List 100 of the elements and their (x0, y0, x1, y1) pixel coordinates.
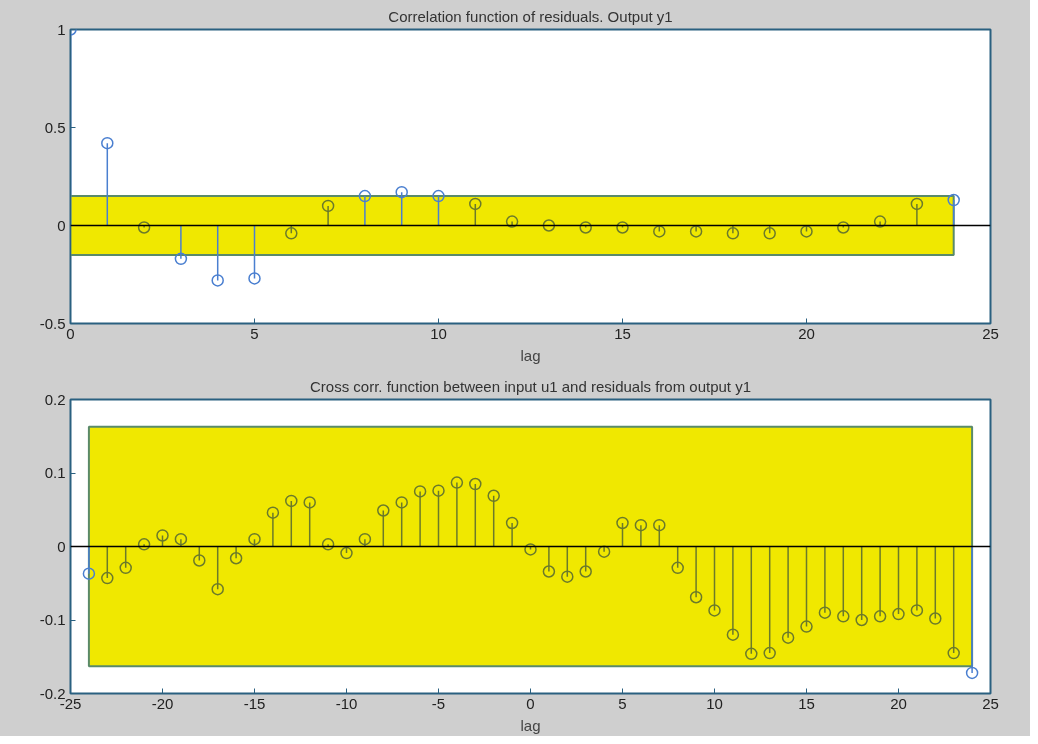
y-tick-label: 0.2 (44, 390, 66, 408)
point (873, 610, 887, 623)
point (763, 227, 776, 240)
point (248, 272, 261, 285)
point (892, 607, 905, 621)
point (395, 496, 408, 509)
point (671, 561, 684, 575)
point (910, 197, 924, 211)
x-tick-label: 0 (526, 694, 535, 712)
point (708, 604, 721, 617)
point (634, 518, 648, 532)
point (248, 532, 261, 546)
y-tick-label: -0.5 (39, 314, 66, 332)
x-tick-label: 20 (890, 694, 907, 712)
point (800, 620, 813, 633)
point (395, 185, 408, 199)
point (340, 546, 353, 560)
point (524, 543, 537, 556)
point (818, 606, 832, 619)
point (285, 494, 298, 508)
point (837, 221, 850, 234)
point (689, 225, 703, 238)
x-tick-label: 10 (706, 694, 723, 712)
point (101, 136, 114, 150)
chart-title: Correlation function of residuals. Output y1 (388, 7, 673, 25)
point (266, 506, 280, 519)
point (929, 612, 942, 625)
point (561, 570, 574, 583)
point (505, 215, 519, 228)
point (137, 538, 151, 551)
y-tick-label: 0.1 (44, 464, 66, 481)
point (947, 646, 960, 660)
point (193, 554, 206, 567)
point (469, 477, 482, 491)
y-tick-label: 0.5 (44, 118, 66, 136)
chart-title: Cross corr. function between input u1 and residuals from output y1 (309, 377, 752, 395)
point (855, 613, 868, 627)
point (873, 215, 887, 228)
point (211, 274, 224, 287)
point (303, 496, 316, 509)
point (837, 610, 850, 623)
point (321, 199, 335, 213)
point (432, 484, 445, 497)
point (377, 504, 390, 517)
point (432, 189, 445, 203)
point (542, 219, 556, 232)
x-tick-label: 20 (798, 324, 815, 342)
point (413, 485, 427, 498)
point (653, 225, 666, 238)
point (469, 197, 482, 211)
point (579, 221, 592, 234)
point (487, 489, 500, 503)
x-tick-label: 25 (982, 324, 999, 342)
x-axis-title: lag (520, 346, 541, 364)
point (119, 561, 132, 575)
point (450, 476, 464, 489)
point (82, 567, 96, 580)
point (965, 666, 979, 680)
x-tick-label: 5 (250, 324, 259, 342)
point (156, 529, 169, 542)
point (358, 532, 372, 546)
point (505, 516, 519, 530)
point (174, 252, 188, 266)
y-tick-label: 0 (57, 216, 66, 234)
point (616, 221, 629, 234)
point (321, 538, 335, 551)
y-tick-label: 0 (57, 537, 66, 555)
x-tick-label: 15 (798, 694, 815, 712)
point (947, 193, 960, 207)
point (579, 565, 592, 578)
x-tick-label: 25 (982, 694, 999, 712)
point (101, 571, 114, 585)
point (781, 631, 795, 644)
point (689, 590, 703, 604)
point (726, 227, 740, 240)
point (910, 604, 924, 617)
y-tick-label: 1 (57, 20, 66, 38)
point (726, 628, 740, 641)
x-tick-label: -10 (335, 694, 358, 712)
point (616, 516, 629, 530)
point (763, 646, 776, 660)
x-tick-label: 5 (618, 694, 627, 712)
point (285, 227, 298, 240)
point (597, 545, 611, 558)
point (211, 582, 224, 596)
x-tick-label: 10 (430, 324, 447, 342)
point (137, 221, 151, 234)
point (745, 647, 758, 661)
point (542, 565, 556, 578)
point (653, 518, 666, 532)
x-tick-label: 15 (614, 324, 631, 342)
point (229, 552, 243, 565)
point (174, 532, 188, 546)
point (358, 189, 372, 203)
point (800, 225, 813, 238)
y-tick-label: -0.1 (39, 611, 66, 628)
x-axis-title: lag (520, 716, 541, 734)
x-tick-label: -5 (431, 694, 446, 712)
x-tick-label: -15 (243, 694, 266, 712)
x-tick-label: -20 (151, 694, 174, 712)
